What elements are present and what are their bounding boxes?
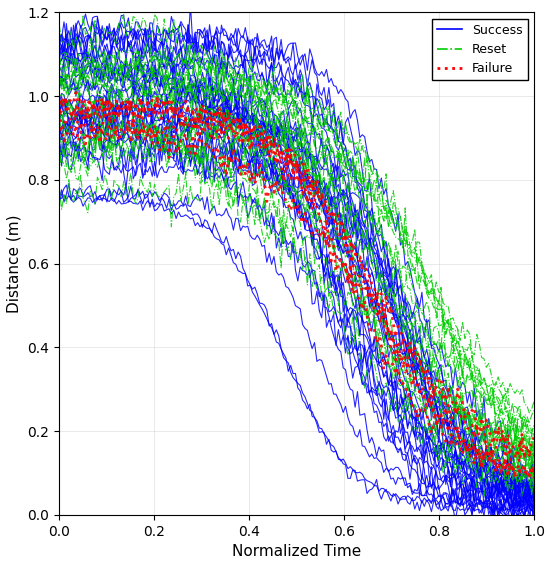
Legend: Success, Reset, Failure: Success, Reset, Failure	[432, 19, 528, 80]
X-axis label: Normalized Time: Normalized Time	[232, 544, 361, 559]
Y-axis label: Distance (m): Distance (m)	[7, 215, 22, 313]
